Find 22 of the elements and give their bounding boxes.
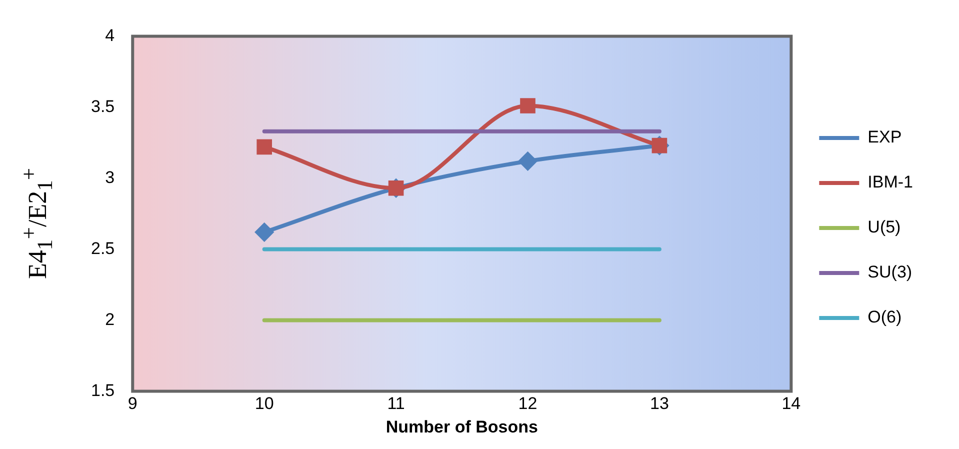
x-tick-label: 11 xyxy=(387,394,405,414)
x-tick-label: 12 xyxy=(518,394,538,414)
x-tick-label: 14 xyxy=(782,394,801,414)
y-tick-label: 3.5 xyxy=(90,96,115,116)
point xyxy=(518,152,537,170)
legend-label: IBM-1 xyxy=(868,172,914,192)
point xyxy=(256,139,272,155)
legend-label: O(6) xyxy=(868,308,902,327)
legend-label: SU(3) xyxy=(868,262,912,282)
point xyxy=(255,223,274,242)
y-tick-label: 3 xyxy=(105,168,115,187)
y-tick-label: 1.5 xyxy=(90,380,115,400)
legend-label: U(5) xyxy=(868,218,901,237)
y-tick-label: 4 xyxy=(105,26,115,45)
y-tick-label: 2.5 xyxy=(90,238,115,258)
legend-label: EXP xyxy=(868,128,902,147)
x-axis-title: Number of Bosons xyxy=(386,417,538,436)
point xyxy=(520,98,536,114)
x-tick-label: 9 xyxy=(128,394,138,414)
x-tick-label: 10 xyxy=(254,394,274,414)
y-tick-label: 2 xyxy=(105,310,115,329)
x-tick-label: 13 xyxy=(650,394,669,414)
